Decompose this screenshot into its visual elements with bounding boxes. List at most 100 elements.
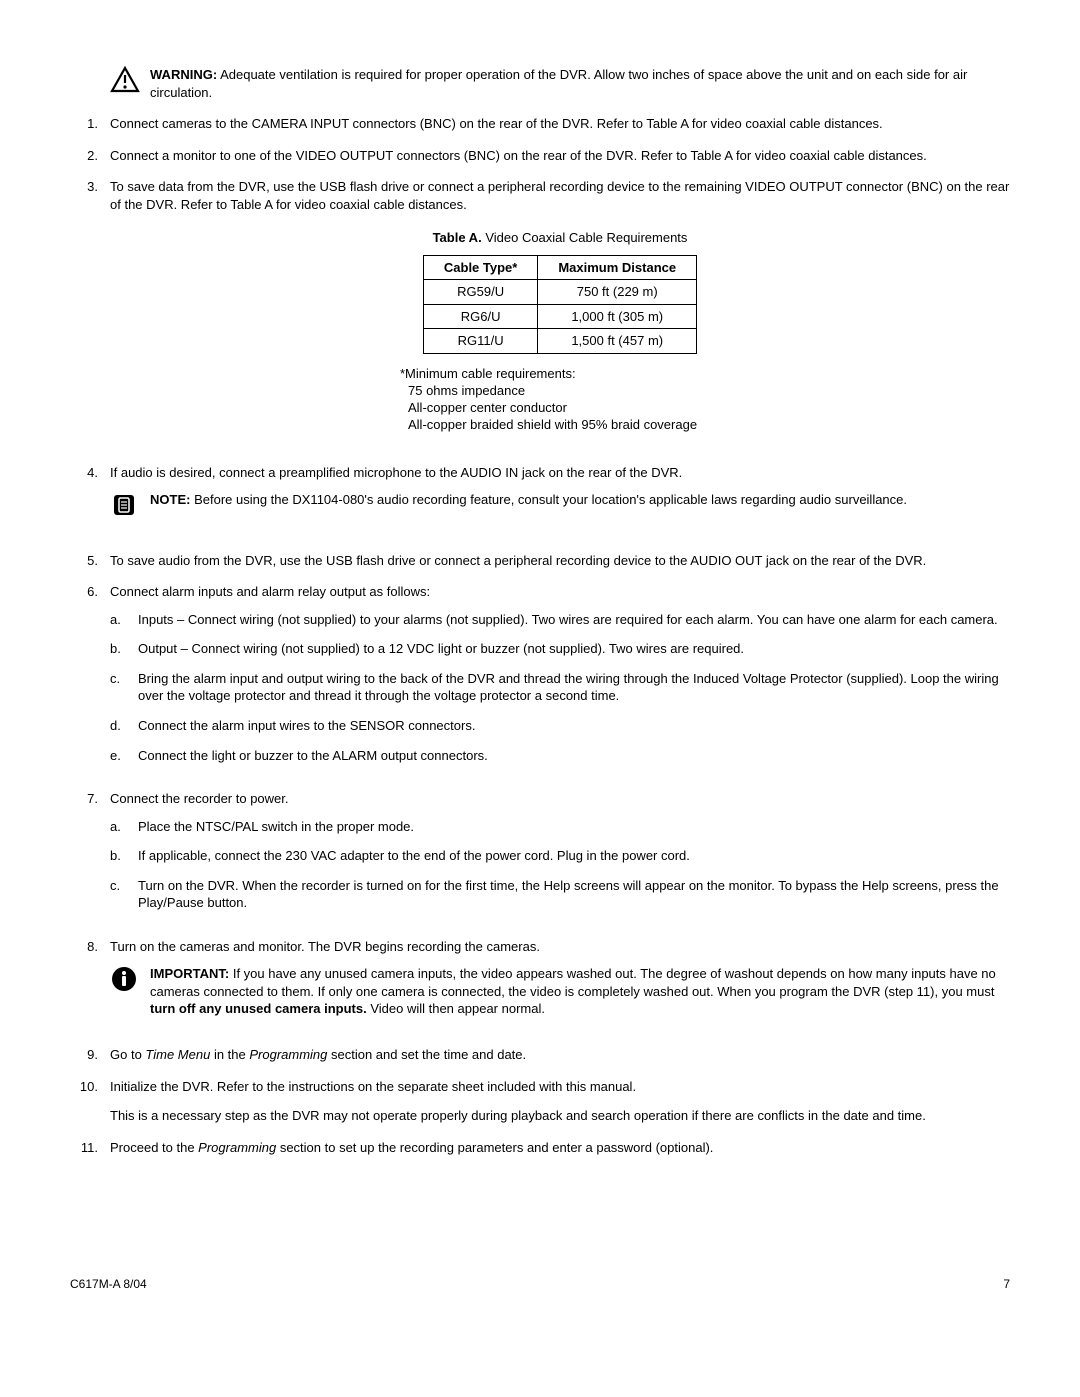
- step-content: Connect a monitor to one of the VIDEO OU…: [110, 147, 1010, 165]
- step-8: 8. Turn on the cameras and monitor. The …: [70, 938, 1010, 1032]
- step-num: 1.: [70, 115, 110, 133]
- important-bold: turn off any unused camera inputs.: [150, 1001, 367, 1016]
- cable-table: Cable Type* Maximum Distance RG59/U 750 …: [423, 255, 697, 354]
- footer-right: 7: [1003, 1276, 1010, 1292]
- sub-num: b.: [110, 847, 138, 865]
- main-list: 1. Connect cameras to the CAMERA INPUT c…: [70, 115, 1010, 1156]
- note-block: NOTE: Before using the DX1104-080's audi…: [110, 491, 1010, 524]
- step-content: Initialize the DVR. Refer to the instruc…: [110, 1078, 1010, 1125]
- step-2: 2. Connect a monitor to one of the VIDEO…: [70, 147, 1010, 165]
- sub-content: Connect the light or buzzer to the ALARM…: [138, 747, 1010, 765]
- important-post: Video will then appear normal.: [367, 1001, 545, 1016]
- step-num: 5.: [70, 552, 110, 570]
- sub-content: Place the NTSC/PAL switch in the proper …: [138, 818, 1010, 836]
- col-max-distance: Maximum Distance: [538, 255, 697, 280]
- note-label: NOTE:: [150, 492, 190, 507]
- step-num: 11.: [70, 1139, 110, 1157]
- step-1: 1. Connect cameras to the CAMERA INPUT c…: [70, 115, 1010, 133]
- note-line: *Minimum cable requirements:: [400, 366, 720, 383]
- step-content: Go to Time Menu in the Programming secti…: [110, 1046, 1010, 1064]
- step-content: Connect alarm inputs and alarm relay out…: [110, 583, 1010, 776]
- cell: RG6/U: [423, 304, 537, 329]
- sub-list-7: a.Place the NTSC/PAL switch in the prope…: [110, 818, 1010, 912]
- step-6d: d.Connect the alarm input wires to the S…: [110, 717, 1010, 735]
- step-num: 6.: [70, 583, 110, 776]
- step-4: 4. If audio is desired, connect a preamp…: [70, 464, 1010, 538]
- step-7: 7. Connect the recorder to power. a.Plac…: [70, 790, 1010, 924]
- step-content: Proceed to the Programming section to se…: [110, 1139, 1010, 1157]
- step-content: To save data from the DVR, use the USB f…: [110, 178, 1010, 449]
- step-num: 10.: [70, 1078, 110, 1125]
- warning-label: WARNING:: [150, 67, 217, 82]
- sub-num: b.: [110, 640, 138, 658]
- info-icon: [110, 965, 140, 998]
- footer-left: C617M-A 8/04: [70, 1276, 147, 1292]
- step-4-text: If audio is desired, connect a preamplif…: [110, 465, 682, 480]
- step-num: 7.: [70, 790, 110, 924]
- s9-mid: in the: [210, 1047, 249, 1062]
- note-line: All-copper braided shield with 95% braid…: [400, 417, 720, 434]
- note-line: 75 ohms impedance: [400, 383, 720, 400]
- step-content: Connect cameras to the CAMERA INPUT conn…: [110, 115, 1010, 133]
- step-11: 11. Proceed to the Programming section t…: [70, 1139, 1010, 1157]
- cell: 1,000 ft (305 m): [538, 304, 697, 329]
- s9-i2: Programming: [249, 1047, 327, 1062]
- step-content: Connect the recorder to power. a.Place t…: [110, 790, 1010, 924]
- warning-text: WARNING: Adequate ventilation is require…: [150, 66, 1010, 101]
- table-notes: *Minimum cable requirements: 75 ohms imp…: [400, 366, 720, 434]
- table-row: RG6/U 1,000 ft (305 m): [423, 304, 696, 329]
- step-3-text: To save data from the DVR, use the USB f…: [110, 179, 1009, 212]
- table-caption-label: Table A.: [433, 230, 482, 245]
- note-body: Before using the DX1104-080's audio reco…: [194, 492, 907, 507]
- step-6b: b.Output – Connect wiring (not supplied)…: [110, 640, 1010, 658]
- step-content: If audio is desired, connect a preamplif…: [110, 464, 1010, 538]
- step-6e: e.Connect the light or buzzer to the ALA…: [110, 747, 1010, 765]
- sub-num: c.: [110, 670, 138, 705]
- step-6a: a.Inputs – Connect wiring (not supplied)…: [110, 611, 1010, 629]
- table-row: RG59/U 750 ft (229 m): [423, 280, 696, 305]
- sub-content: Bring the alarm input and output wiring …: [138, 670, 1010, 705]
- cell: RG59/U: [423, 280, 537, 305]
- warning-icon: [110, 66, 140, 99]
- sub-content: Output – Connect wiring (not supplied) t…: [138, 640, 1010, 658]
- sub-num: a.: [110, 818, 138, 836]
- s9-post: section and set the time and date.: [327, 1047, 526, 1062]
- step-7-text: Connect the recorder to power.: [110, 791, 289, 806]
- step-6c: c.Bring the alarm input and output wirin…: [110, 670, 1010, 705]
- s11-pre: Proceed to the: [110, 1140, 198, 1155]
- sub-list-6: a.Inputs – Connect wiring (not supplied)…: [110, 611, 1010, 764]
- sub-num: a.: [110, 611, 138, 629]
- note-text: NOTE: Before using the DX1104-080's audi…: [150, 491, 1010, 509]
- step-8-text: Turn on the cameras and monitor. The DVR…: [110, 939, 540, 954]
- sub-num: c.: [110, 877, 138, 912]
- col-cable-type: Cable Type*: [423, 255, 537, 280]
- step-num: 4.: [70, 464, 110, 538]
- cell: RG11/U: [423, 329, 537, 354]
- cell: 1,500 ft (457 m): [538, 329, 697, 354]
- step-num: 2.: [70, 147, 110, 165]
- cell: 750 ft (229 m): [538, 280, 697, 305]
- footer: C617M-A 8/04 7: [70, 1276, 1010, 1292]
- s11-i: Programming: [198, 1140, 276, 1155]
- step-5: 5. To save audio from the DVR, use the U…: [70, 552, 1010, 570]
- sub-content: Inputs – Connect wiring (not supplied) t…: [138, 611, 1010, 629]
- s9-pre: Go to: [110, 1047, 145, 1062]
- step-num: 3.: [70, 178, 110, 449]
- step-9: 9. Go to Time Menu in the Programming se…: [70, 1046, 1010, 1064]
- step-content: To save audio from the DVR, use the USB …: [110, 552, 1010, 570]
- step-num: 8.: [70, 938, 110, 1032]
- table-caption: Table A. Video Coaxial Cable Requirement…: [110, 229, 1010, 247]
- step-7a: a.Place the NTSC/PAL switch in the prope…: [110, 818, 1010, 836]
- step-7b: b.If applicable, connect the 230 VAC ada…: [110, 847, 1010, 865]
- step-content: Turn on the cameras and monitor. The DVR…: [110, 938, 1010, 1032]
- step-10: 10. Initialize the DVR. Refer to the ins…: [70, 1078, 1010, 1125]
- sub-content: Turn on the DVR. When the recorder is tu…: [138, 877, 1010, 912]
- important-label: IMPORTANT:: [150, 966, 229, 981]
- warning-block: WARNING: Adequate ventilation is require…: [110, 66, 1010, 101]
- sub-content: Connect the alarm input wires to the SEN…: [138, 717, 1010, 735]
- step-10-text: Initialize the DVR. Refer to the instruc…: [110, 1079, 636, 1094]
- step-3: 3. To save data from the DVR, use the US…: [70, 178, 1010, 449]
- note-line: All-copper center conductor: [400, 400, 720, 417]
- table-row: RG11/U 1,500 ft (457 m): [423, 329, 696, 354]
- important-pre: If you have any unused camera inputs, th…: [150, 966, 996, 999]
